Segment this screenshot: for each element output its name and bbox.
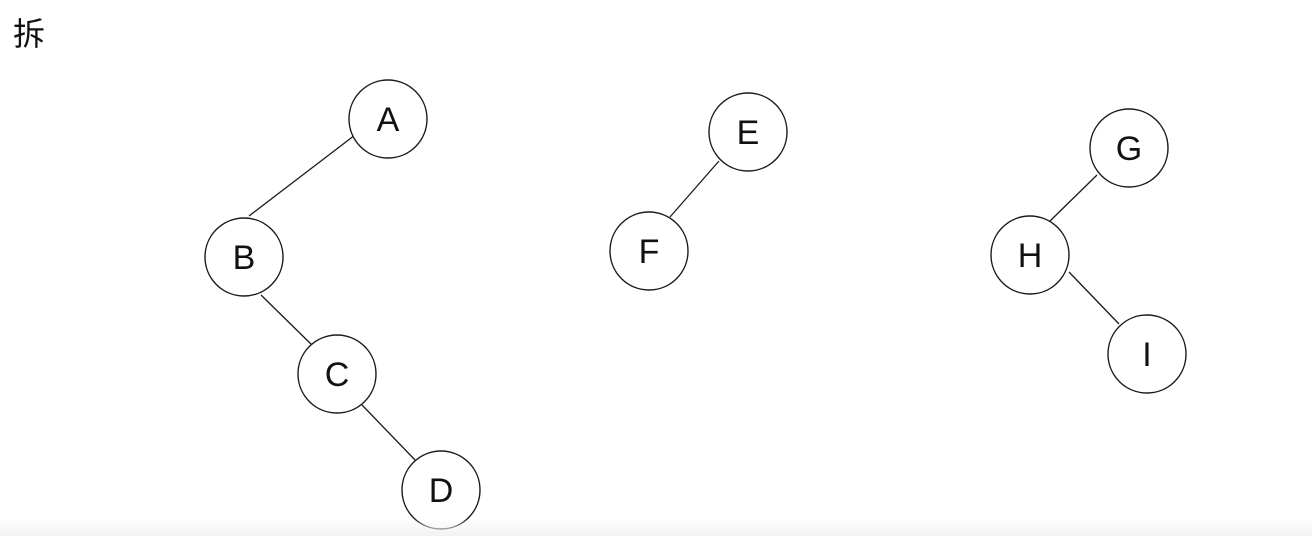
node-label-i: I [1142,336,1151,374]
node-label-d: D [429,472,454,510]
tree-node-e: E [708,92,788,172]
tree-node-c: C [297,334,377,414]
node-label-h: H [1018,237,1043,275]
node-label-a: A [377,101,400,139]
tree-node-b: B [204,217,284,297]
edge-c-d [361,404,417,462]
edge-b-c [260,294,314,347]
bottom-shadow [0,518,1312,536]
node-label-g: G [1116,130,1142,168]
node-label-c: C [325,356,350,394]
tree-node-g: G [1089,108,1169,188]
node-label-b: B [233,239,256,277]
tree-node-i: I [1107,314,1187,394]
node-label-e: E [737,114,760,152]
tree-node-d: D [401,450,481,530]
tree-node-h: H [990,215,1070,295]
node-label-f: F [639,233,660,271]
edge-e-f [669,160,720,218]
edge-h-i [1068,271,1120,325]
tree-node-a: A [348,79,428,159]
page-title: 拆 [13,15,46,53]
edges [248,134,1120,462]
tree-node-f: F [609,211,689,291]
edge-g-h [1048,174,1098,223]
edge-a-b [248,134,356,217]
